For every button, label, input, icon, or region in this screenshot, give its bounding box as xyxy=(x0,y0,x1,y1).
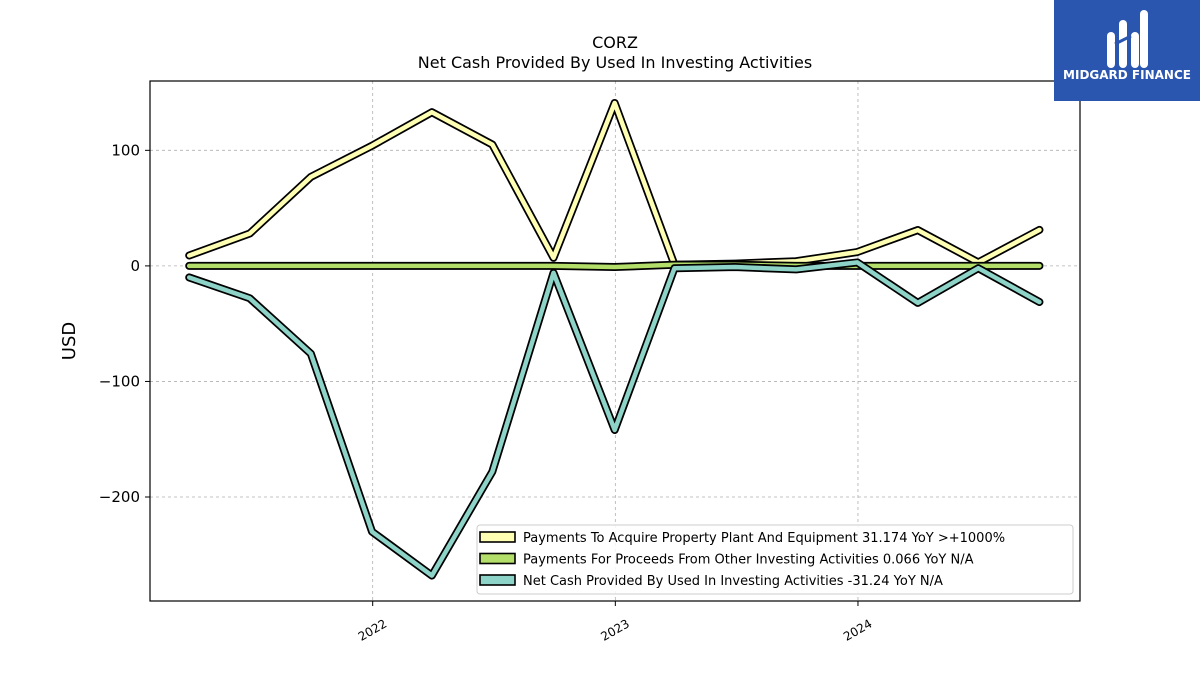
x-tick-label: 2023 xyxy=(598,616,631,643)
series-line-1 xyxy=(186,262,1042,270)
x-tick-label: 2022 xyxy=(356,616,389,643)
y-tick-label: 0 xyxy=(130,257,140,275)
legend-box xyxy=(476,524,1074,595)
y-tick-label: −200 xyxy=(99,488,140,506)
legend-swatch xyxy=(479,552,516,565)
y-axis-label: USD xyxy=(59,322,80,360)
logo-mark-icon xyxy=(1107,10,1148,68)
midgard-finance-logo: MIDGARD FINANCE xyxy=(1054,0,1200,101)
legend-label: Net Cash Provided By Used In Investing A… xyxy=(523,574,943,589)
y-tick-label: 100 xyxy=(111,141,140,159)
legend-swatch xyxy=(479,574,516,586)
series-line-0 xyxy=(186,100,1042,267)
grid xyxy=(150,81,1080,601)
legend: Payments To Acquire Property Plant And E… xyxy=(476,524,1074,595)
chart-subtitle: Net Cash Provided By Used In Investing A… xyxy=(418,53,812,72)
y-tick-label: −100 xyxy=(99,372,140,390)
series-layer xyxy=(185,98,1044,580)
legend-label: Payments To Acquire Property Plant And E… xyxy=(523,531,1005,546)
series-line-2 xyxy=(186,260,1042,578)
series-outline-0 xyxy=(185,98,1044,269)
logo-text: MIDGARD FINANCE xyxy=(1063,68,1191,82)
chart-title: CORZ xyxy=(592,33,638,52)
x-tick-label: 2024 xyxy=(841,616,874,643)
legend-swatch xyxy=(479,531,516,543)
legend-label: Payments For Proceeds From Other Investi… xyxy=(523,553,974,568)
